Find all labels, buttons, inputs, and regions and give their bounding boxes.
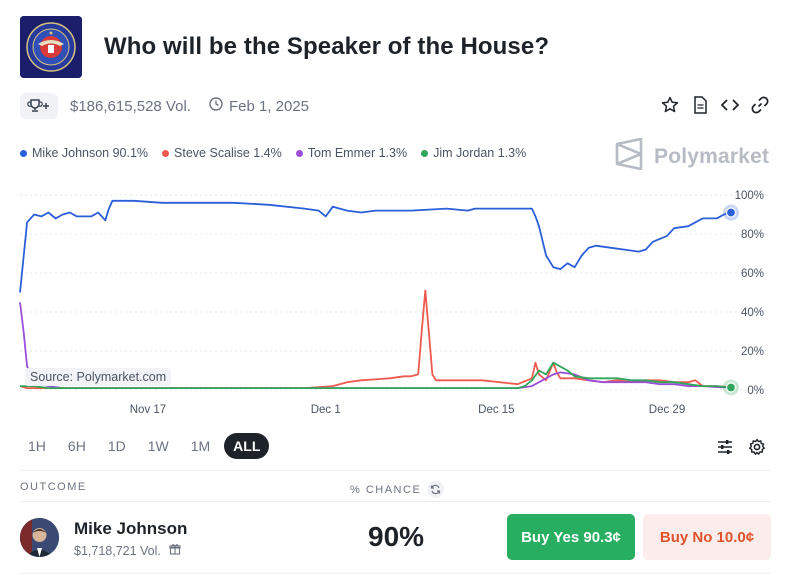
col-chance: % CHANCE xyxy=(350,481,445,498)
outcome-table-header: OUTCOME % CHANCE xyxy=(20,470,771,502)
market-end-date: Feb 1, 2025 xyxy=(209,96,310,116)
y-tick-label: 80% xyxy=(741,229,764,241)
series-line xyxy=(20,361,732,389)
link-icon[interactable] xyxy=(750,93,770,117)
x-tick-label: Nov 17 xyxy=(130,404,166,416)
y-tick-label: 60% xyxy=(741,268,764,280)
market-meta: $186,615,528 Vol. Feb 1, 2025 xyxy=(20,93,780,119)
gear-icon[interactable] xyxy=(748,438,766,461)
price-chart[interactable]: 100% 80% 60% 40% 20% 0% Nov 17 Dec 1 Dec 15 Dec 2… xyxy=(0,180,800,420)
y-tick-label: 40% xyxy=(741,307,764,319)
legend-label: Jim Jordan 1.3% xyxy=(433,146,527,160)
legend-label: Steve Scalise 1.4% xyxy=(174,146,282,160)
buy-yes-button[interactable]: Buy Yes 90.3¢ xyxy=(507,514,635,560)
outcome-volume-text: $1,718,721 Vol. xyxy=(74,543,161,558)
legend-dot xyxy=(295,149,303,157)
legend-item: Tom Emmer 1.3% xyxy=(295,146,408,160)
market-volume: $186,615,528 Vol. xyxy=(70,97,191,115)
avatar xyxy=(20,518,59,557)
series-end-point xyxy=(725,382,737,393)
legend-dot xyxy=(20,149,27,157)
range-all[interactable]: ALL xyxy=(224,433,270,459)
y-tick-label: 0% xyxy=(747,385,764,397)
outcome-name[interactable]: Mike Johnson xyxy=(74,519,188,538)
range-1d[interactable]: 1D xyxy=(107,438,126,454)
chart-legend: Mike Johnson 90.1% Steve Scalise 1.4% To… xyxy=(20,146,526,160)
time-range-selector: 1H 6H 1D 1W 1M ALL xyxy=(20,433,270,459)
market-actions xyxy=(660,93,770,117)
buy-no-button[interactable]: Buy No 10.0¢ xyxy=(643,514,771,560)
col-chance-label: % CHANCE xyxy=(350,483,422,496)
range-6h[interactable]: 6H xyxy=(67,438,86,454)
y-tick-label: 20% xyxy=(741,346,764,358)
legend-item: Mike Johnson 90.1% xyxy=(20,146,148,160)
range-1w[interactable]: 1W xyxy=(147,438,169,454)
polymarket-logo-icon xyxy=(614,137,644,175)
legend-item: Jim Jordan 1.3% xyxy=(421,146,526,160)
market-logo xyxy=(20,16,82,78)
end-date-text: Feb 1, 2025 xyxy=(228,97,310,115)
x-tick-label: Dec 1 xyxy=(311,404,341,416)
legend-dot xyxy=(162,149,170,157)
legend-item: Steve Scalise 1.4% xyxy=(162,146,282,160)
legend-label: Tom Emmer 1.3% xyxy=(307,146,408,160)
legend-dot xyxy=(421,149,429,157)
col-outcome: OUTCOME xyxy=(20,481,87,493)
outcome-row[interactable]: Mike Johnson $1,718,721 Vol. 90% Buy Yes… xyxy=(20,503,771,574)
x-tick-label: Dec 15 xyxy=(478,404,514,416)
outcome-chance: 90% xyxy=(368,521,425,552)
gift-icon[interactable] xyxy=(169,543,181,558)
market-title: Who will be the Speaker of the House? xyxy=(104,33,550,60)
star-icon[interactable] xyxy=(660,93,680,117)
chart-tools xyxy=(716,438,766,461)
code-icon[interactable] xyxy=(720,93,740,117)
source-label: Source: Polymarket.com xyxy=(25,368,172,386)
series-line xyxy=(19,302,732,389)
outcome-volume: $1,718,721 Vol. xyxy=(74,543,181,558)
range-1m[interactable]: 1M xyxy=(190,438,211,454)
document-icon[interactable] xyxy=(690,93,710,117)
x-tick-label: Dec 29 xyxy=(649,404,685,416)
y-tick-label: 100% xyxy=(735,190,764,202)
refresh-icon[interactable] xyxy=(427,481,445,498)
clock-icon xyxy=(209,96,223,116)
trophy-plus-icon[interactable] xyxy=(20,93,58,119)
sliders-icon[interactable] xyxy=(716,438,734,461)
polymarket-brand: Polymarket xyxy=(614,137,770,175)
range-1h[interactable]: 1H xyxy=(28,438,46,454)
market-header: Who will be the Speaker of the House? xyxy=(20,16,549,78)
brand-name: Polymarket xyxy=(654,144,770,168)
series-end-point xyxy=(725,207,737,218)
legend-label: Mike Johnson 90.1% xyxy=(32,146,149,160)
series-line xyxy=(19,199,732,293)
